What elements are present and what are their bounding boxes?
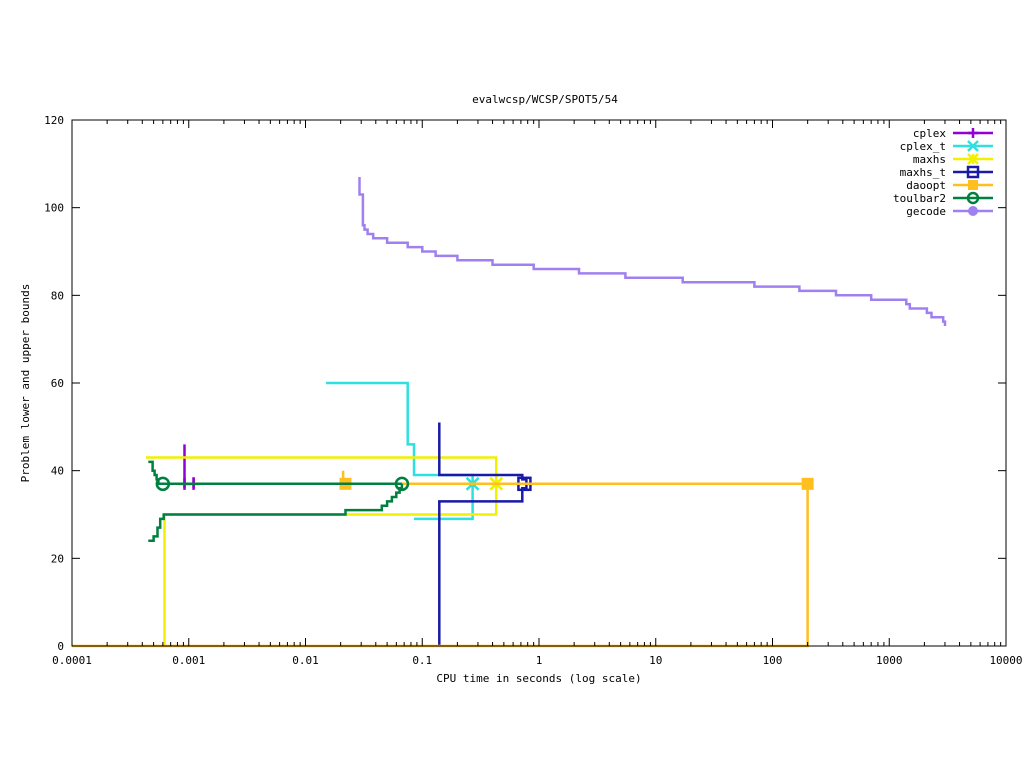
- data-point-daoopt: [801, 477, 814, 490]
- x-tick-label: 10000: [989, 654, 1022, 667]
- x-tick-label: 0.001: [172, 654, 205, 667]
- y-tick-label: 120: [44, 114, 64, 127]
- legend-marker: [968, 180, 978, 190]
- legend-marker: [968, 128, 978, 138]
- x-tick-label: 1: [536, 654, 543, 667]
- x-axis-label: CPU time in seconds (log scale): [436, 672, 641, 685]
- x-tick-label: 0.01: [292, 654, 319, 667]
- y-tick-label: 60: [51, 377, 64, 390]
- data-point-toulbar2: [155, 476, 171, 492]
- y-tick-label: 20: [51, 552, 64, 565]
- x-tick-label: 1000: [876, 654, 903, 667]
- legend-marker: [967, 153, 979, 165]
- x-tick-label: 0.1: [412, 654, 432, 667]
- plot-area: [72, 177, 947, 648]
- legend-marker: [967, 140, 979, 152]
- legend-label: maxhs: [913, 153, 946, 166]
- series-line-maxhs_t: [438, 483, 528, 646]
- y-tick-label: 40: [51, 465, 64, 478]
- legend-item-daoopt: daoopt: [906, 179, 993, 192]
- legend-item-maxhs_t: maxhs_t: [900, 165, 993, 179]
- series-maxhs_t: [438, 422, 532, 646]
- series-line-toulbar2: [148, 483, 404, 543]
- legend-marker: [968, 206, 978, 216]
- legend: cplexcplex_tmaxhsmaxhs_tdaoopttoulbar2ge…: [893, 127, 993, 218]
- series-line-cplex_t: [326, 381, 474, 484]
- series-gecode: [358, 177, 947, 326]
- series-maxhs: [146, 456, 504, 646]
- legend-label: cplex: [913, 127, 946, 140]
- series-line-gecode: [358, 177, 947, 326]
- axes: 0.0001 0.001 0.01 0.1 1 10 100 1000 10000 0 20 40 60…: [44, 114, 1022, 667]
- legend-item-cplex_t: cplex_t: [900, 140, 993, 153]
- series-line-maxhs: [163, 483, 498, 646]
- x-tick-label: 10: [649, 654, 662, 667]
- legend-marker: [966, 165, 980, 179]
- plot-frame: [71, 119, 1007, 647]
- data-point-toulbar2: [394, 476, 410, 492]
- y-tick-label: 80: [51, 289, 64, 302]
- x-tick-label: 0.0001: [52, 654, 92, 667]
- chart-title: evalwcsp/WCSP/SPOT5/54: [472, 93, 618, 106]
- legend-item-gecode: gecode: [906, 205, 993, 218]
- series-line-cplex_t: [414, 483, 474, 521]
- series-cplex_t: [326, 381, 480, 521]
- y-tick-label: 100: [44, 202, 64, 215]
- legend-label: gecode: [906, 205, 946, 218]
- x-tick-label: 100: [763, 654, 783, 667]
- series-line-maxhs_t: [438, 422, 528, 484]
- series-daoopt: [72, 470, 814, 648]
- legend-label: toulbar2: [893, 192, 946, 205]
- legend-label: maxhs_t: [900, 166, 946, 179]
- legend-label: cplex_t: [900, 140, 946, 153]
- legend-marker: [966, 191, 980, 205]
- series-toulbar2: [148, 460, 410, 543]
- y-tick-label: 0: [57, 640, 64, 653]
- series-line-toulbar2: [148, 460, 402, 486]
- legend-label: daoopt: [906, 179, 946, 192]
- legend-item-cplex: cplex: [913, 127, 993, 140]
- y-axis-label: Problem lower and upper bounds: [19, 284, 32, 483]
- legend-item-toulbar2: toulbar2: [893, 191, 993, 205]
- series-line-maxhs: [146, 456, 498, 484]
- legend-item-maxhs: maxhs: [913, 153, 993, 166]
